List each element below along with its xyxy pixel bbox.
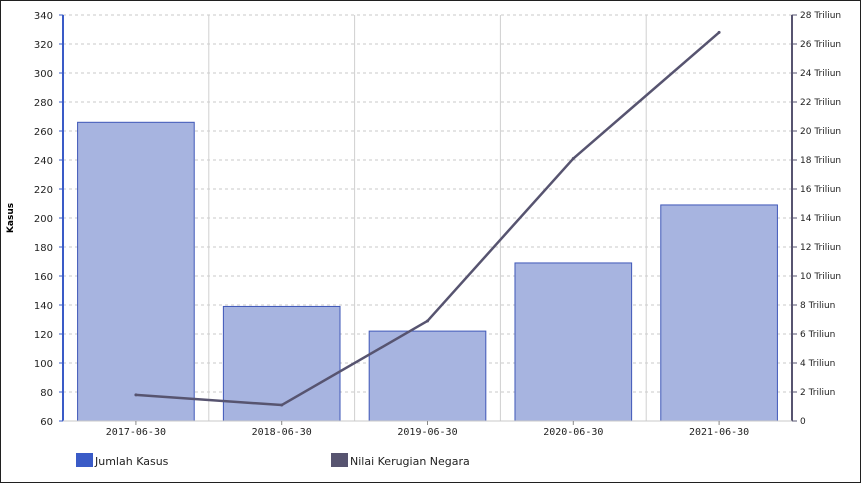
x-axis-tick-label: 2020-06-30 bbox=[543, 427, 603, 438]
x-axis-tick-label: 2019-06-30 bbox=[397, 427, 457, 438]
y-axis-left-title: Kasus bbox=[6, 203, 16, 233]
y-axis-left-tick-label: 260 bbox=[34, 127, 53, 138]
legend-swatch bbox=[76, 453, 93, 467]
y-axis-right-tick-label: 6 Triliun bbox=[800, 330, 835, 340]
y-axis-left-tick-label: 240 bbox=[34, 156, 53, 167]
x-axis-tick-label: 2018-06-30 bbox=[252, 427, 312, 438]
y-axis-right-tick-label: 24 Triliun bbox=[800, 69, 841, 79]
y-axis-left-tick-label: 200 bbox=[34, 214, 53, 225]
point-nilai-kerugian-negara bbox=[134, 393, 138, 397]
x-axis-tick-label: 2017-06-30 bbox=[106, 427, 166, 438]
y-axis-left-tick-label: 140 bbox=[34, 301, 53, 312]
y-axis-right-tick-label: 16 Triliun bbox=[800, 185, 841, 195]
bar-jumlah-kasus bbox=[660, 204, 778, 422]
point-nilai-kerugian-negara bbox=[426, 319, 429, 323]
y-axis-right-tick-label: 10 Triliun bbox=[800, 272, 841, 282]
x-axis-tick-label: 2021-06-30 bbox=[689, 427, 749, 438]
y-axis-right-tick-label: 26 Triliun bbox=[800, 40, 841, 50]
y-axis-left-tick-label: 120 bbox=[34, 330, 53, 341]
y-axis-right-tick-label: 2 Triliun bbox=[800, 388, 835, 398]
y-axis-left-tick-label: 220 bbox=[34, 185, 53, 196]
y-axis-left-tick-label: 60 bbox=[40, 417, 53, 428]
y-axis-left-tick-label: 320 bbox=[34, 40, 53, 51]
axes-layer: 60 80 100 120 140 160 180 200 220 240 260 280 300 320… bbox=[34, 11, 841, 438]
point-nilai-kerugian-negara bbox=[571, 157, 575, 161]
legend-swatch bbox=[331, 453, 348, 467]
bar-jumlah-kasus bbox=[514, 262, 633, 422]
y-axis-left-tick-label: 100 bbox=[34, 359, 53, 370]
y-axis-right-tick-label: 22 Triliun bbox=[800, 98, 841, 108]
point-nilai-kerugian-negara bbox=[717, 30, 721, 34]
line-layer bbox=[134, 30, 721, 407]
legend: Jumlah Kasus Nilai Kerugian Negara bbox=[76, 453, 470, 468]
y-axis-right-tick-label: 12 Triliun bbox=[800, 243, 841, 253]
y-axis-left-tick-label: 280 bbox=[34, 98, 53, 109]
y-axis-right-tick-label: 8 Triliun bbox=[800, 301, 835, 311]
bars-layer bbox=[77, 121, 778, 422]
y-axis-right-tick-label: 18 Triliun bbox=[800, 156, 841, 166]
y-axis-right-tick-label: 0 bbox=[800, 417, 806, 427]
y-axis-left-tick-label: 180 bbox=[34, 243, 53, 254]
y-axis-left-tick-label: 160 bbox=[34, 272, 53, 283]
y-axis-right-tick-label: 14 Triliun bbox=[800, 214, 841, 224]
legend-label: Nilai Kerugian Negara bbox=[350, 455, 470, 468]
y-axis-right-tick-label: 20 Triliun bbox=[800, 127, 841, 137]
y-axis-left-tick-label: 80 bbox=[40, 388, 53, 399]
y-axis-left-tick-label: 340 bbox=[34, 11, 53, 22]
y-axis-right-tick-label: 28 Triliun bbox=[800, 11, 841, 21]
point-nilai-kerugian-negara bbox=[280, 403, 284, 407]
y-axis-right-tick-label: 4 Triliun bbox=[800, 359, 835, 369]
legend-label: Jumlah Kasus bbox=[94, 455, 169, 468]
bar-jumlah-kasus bbox=[77, 121, 195, 422]
y-axis-left-tick-label: 300 bbox=[34, 69, 53, 80]
